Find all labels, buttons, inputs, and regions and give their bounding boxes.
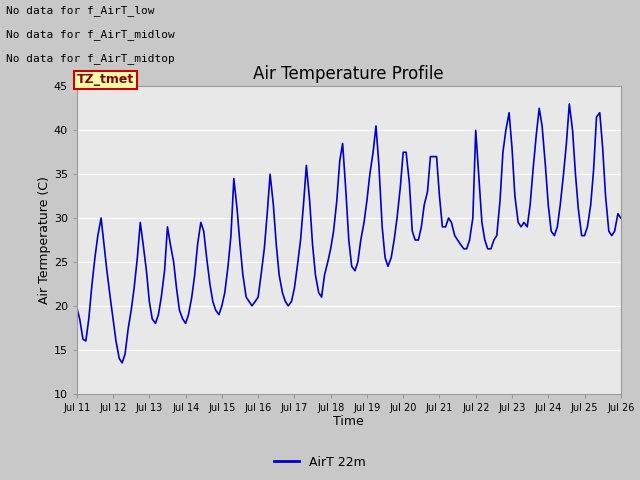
Title: Air Temperature Profile: Air Temperature Profile (253, 65, 444, 84)
Text: No data for f_AirT_midtop: No data for f_AirT_midtop (6, 53, 175, 64)
Y-axis label: Air Termperature (C): Air Termperature (C) (38, 176, 51, 304)
Text: TZ_tmet: TZ_tmet (77, 73, 134, 86)
Legend: AirT 22m: AirT 22m (269, 451, 371, 474)
Text: No data for f_AirT_low: No data for f_AirT_low (6, 5, 155, 16)
Text: No data for f_AirT_midlow: No data for f_AirT_midlow (6, 29, 175, 40)
X-axis label: Time: Time (333, 415, 364, 429)
